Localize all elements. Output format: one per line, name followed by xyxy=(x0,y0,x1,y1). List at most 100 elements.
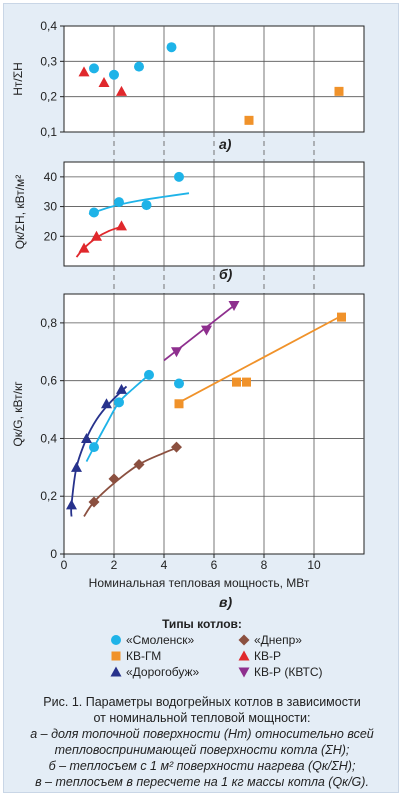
figure-caption: Рис. 1. Параметры водогрейных котлов в з… xyxy=(4,694,400,790)
legend-marker-dnepr xyxy=(238,634,250,646)
x-tick-label: 4 xyxy=(161,558,168,572)
point-kvr_kvts xyxy=(171,347,182,358)
x-tick-label: 0 xyxy=(61,558,68,572)
point-dnepr xyxy=(133,458,145,470)
panel-c-label: в) xyxy=(219,594,232,610)
panel-b: 20 30 40 Qк/ΣH, кВт/м² б) xyxy=(13,161,365,282)
point-smolensk xyxy=(109,69,119,80)
legend-label: «Дорогобуж» xyxy=(126,665,200,679)
point-dnepr xyxy=(88,496,100,508)
point-smolensk xyxy=(89,207,99,218)
legend-label: «Днепр» xyxy=(254,633,302,647)
point-smolensk xyxy=(144,369,154,380)
y-tick-label: 0,8 xyxy=(40,316,57,330)
caption-line-4: тепловоспринимающей поверхности котла (Σ… xyxy=(54,743,350,757)
y-tick-label: 0,4 xyxy=(40,431,57,445)
point-dorogobuzh xyxy=(81,432,92,443)
point-dnepr xyxy=(108,473,120,485)
point-kvr_kvts xyxy=(201,325,212,336)
y-tick-label: 0,4 xyxy=(40,19,57,33)
legend-item-dnepr: «Днепр» xyxy=(238,633,302,647)
legend-items: «Смоленск» «Днепр» КВ-ГМ КВ-Р «Дорогобуж» КВ-… xyxy=(110,633,323,679)
legend-title: Типы котлов: xyxy=(162,617,242,631)
panel-c-x-ticks: 0 2 4 6 8 10 xyxy=(61,554,321,572)
point-smolensk xyxy=(89,63,99,74)
legend-item-kvgm: КВ-ГМ xyxy=(111,649,161,663)
panel-b-marks xyxy=(75,171,190,258)
point-smolensk xyxy=(174,378,184,389)
panel-c-ylabel: Qк/G, кВт/кг xyxy=(11,381,25,447)
legend-marker-kvr_kvts xyxy=(238,667,250,678)
x-tick-label: 2 xyxy=(111,558,118,572)
y-tick-label: 0,3 xyxy=(40,54,57,68)
y-tick-label: 0 xyxy=(50,547,57,561)
panel-a-ylabel: Hт/ΣH xyxy=(11,62,25,96)
panel-a-marks xyxy=(78,42,344,125)
point-smolensk xyxy=(166,42,177,53)
point-dorogobuzh xyxy=(66,499,77,510)
panel-c-y-ticks: 0 0,2 0,4 0,6 0,8 xyxy=(40,316,64,561)
legend-marker-smolensk xyxy=(111,635,121,645)
legend-label: КВ-Р (КВТС) xyxy=(254,665,323,679)
panel-b-label: б) xyxy=(219,266,233,282)
trend-line-smolensk xyxy=(88,192,190,215)
point-kvgm xyxy=(334,86,344,96)
caption-line-1: Рис. 1. Параметры водогрейных котлов в з… xyxy=(43,695,361,709)
point-kvr xyxy=(116,85,127,96)
point-smolensk xyxy=(89,442,99,453)
legend-item-kvr: КВ-Р xyxy=(238,649,281,663)
panel-b-ylabel: Qк/ΣH, кВт/м² xyxy=(13,175,27,250)
legend-item-dorogobuzh: «Дорогобуж» xyxy=(110,665,200,679)
x-tick-label: 6 xyxy=(211,558,218,572)
caption-line-6: в – теплосъем в пересчете на 1 кг массы … xyxy=(35,775,369,789)
panel-c-marks xyxy=(66,301,346,517)
panel-b-y-ticks: 20 30 40 xyxy=(44,170,64,243)
point-kvr xyxy=(91,230,102,241)
point-smolensk xyxy=(174,171,184,182)
panel-b-grid xyxy=(64,162,364,266)
figure: 0,1 0,2 0,3 0,4 Hт/ΣH а) 20 30 40 Qк/ΣH, кВт/… xyxy=(3,3,399,793)
y-tick-label: 30 xyxy=(44,200,58,214)
point-kvr xyxy=(78,242,90,253)
y-tick-label: 0,6 xyxy=(40,374,57,388)
caption-line-5: б – теплосъем с 1 м² поверхности нагрева… xyxy=(48,759,356,773)
point-kvgm xyxy=(242,377,251,387)
point-dorogobuzh xyxy=(71,461,82,472)
point-smolensk xyxy=(114,397,124,408)
legend-label: «Смоленск» xyxy=(126,633,195,647)
trend-line-kvgm xyxy=(176,316,340,405)
point-dorogobuzh xyxy=(101,398,112,409)
legend-label: КВ-Р xyxy=(254,649,281,663)
legend-marker-kvr xyxy=(238,650,250,661)
point-kvgm xyxy=(337,312,346,322)
y-tick-label: 0,1 xyxy=(40,125,57,139)
point-dnepr xyxy=(171,441,182,453)
panel-a-y-ticks: 0,1 0,2 0,3 0,4 xyxy=(40,19,64,139)
y-tick-label: 0,2 xyxy=(40,90,57,104)
y-tick-label: 20 xyxy=(44,229,58,243)
panel-a-grid xyxy=(64,26,364,132)
panel-a-label: а) xyxy=(219,136,232,152)
x-tick-label: 10 xyxy=(307,558,321,572)
point-kvgm xyxy=(232,377,241,387)
point-kvr_kvts xyxy=(228,301,240,312)
legend-marker-dorogobuzh xyxy=(110,666,122,677)
point-smolensk xyxy=(114,197,124,208)
legend-item-smolensk: «Смоленск» xyxy=(111,633,195,647)
point-kvgm xyxy=(244,115,254,125)
panel-c-grid xyxy=(64,294,364,554)
panel-connector-lines xyxy=(113,132,315,294)
point-kvr xyxy=(78,66,90,77)
point-smolensk xyxy=(141,200,152,211)
point-kvr xyxy=(98,77,110,88)
y-tick-label: 0,2 xyxy=(40,489,57,503)
legend: Типы котлов: «Смоленск» «Днепр»КВ-ГМ КВ-Р«… xyxy=(110,617,323,679)
point-kvgm xyxy=(174,399,184,409)
legend-label: КВ-ГМ xyxy=(126,649,161,663)
caption-line-3: а – доля топочной поверхности (Hт) относ… xyxy=(30,727,374,741)
point-kvr xyxy=(116,220,127,231)
x-tick-label: 8 xyxy=(261,558,268,572)
caption-line-2: от номинальной тепловой мощности: xyxy=(93,711,311,725)
point-smolensk xyxy=(134,61,144,72)
